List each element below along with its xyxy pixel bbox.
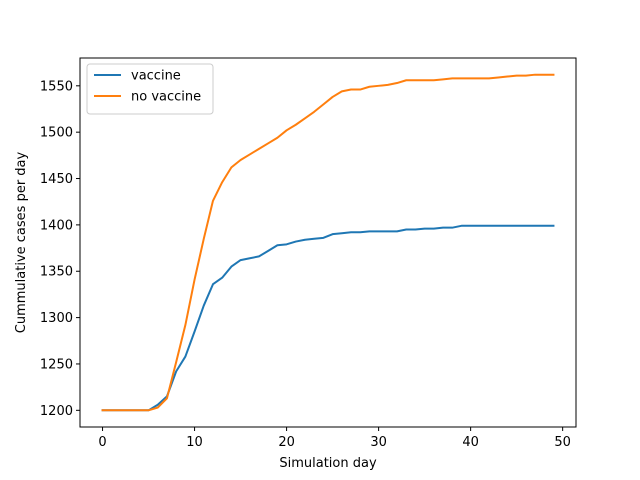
x-tick-label: 0 — [98, 435, 106, 450]
y-tick-label: 1200 — [40, 404, 73, 419]
x-axis-ticks: 0 10 20 30 40 50 — [98, 427, 571, 450]
y-axis-label: Cummulative cases per day — [14, 151, 29, 333]
x-tick-label: 20 — [278, 435, 295, 450]
legend-box — [86, 63, 214, 115]
y-axis-ticks: 1200 1250 1300 1350 1400 1450 1500 1550 — [40, 79, 80, 419]
axes-frame — [79, 57, 577, 428]
y-tick-label: 1250 — [40, 357, 73, 372]
y-tick-label: 1400 — [40, 218, 73, 233]
y-tick-label: 1550 — [40, 79, 73, 94]
series-line-vaccine — [101, 224, 555, 412]
x-tick-label: 50 — [554, 435, 571, 450]
x-tick-label: 40 — [462, 435, 479, 450]
x-tick-label: 10 — [186, 435, 203, 450]
series-lines — [101, 73, 555, 412]
legend-label: vaccine — [131, 69, 181, 84]
x-axis-label: Simulation day — [279, 456, 377, 471]
y-tick-label: 1450 — [40, 172, 73, 187]
y-tick-label: 1500 — [40, 126, 73, 141]
legend-label: no vaccine — [131, 90, 201, 105]
y-tick-label: 1350 — [40, 265, 73, 280]
y-tick-label: 1300 — [40, 311, 73, 326]
legend: vaccine no vaccine — [86, 63, 214, 115]
series-line-no-vaccine — [101, 73, 555, 412]
x-tick-label: 30 — [370, 435, 387, 450]
